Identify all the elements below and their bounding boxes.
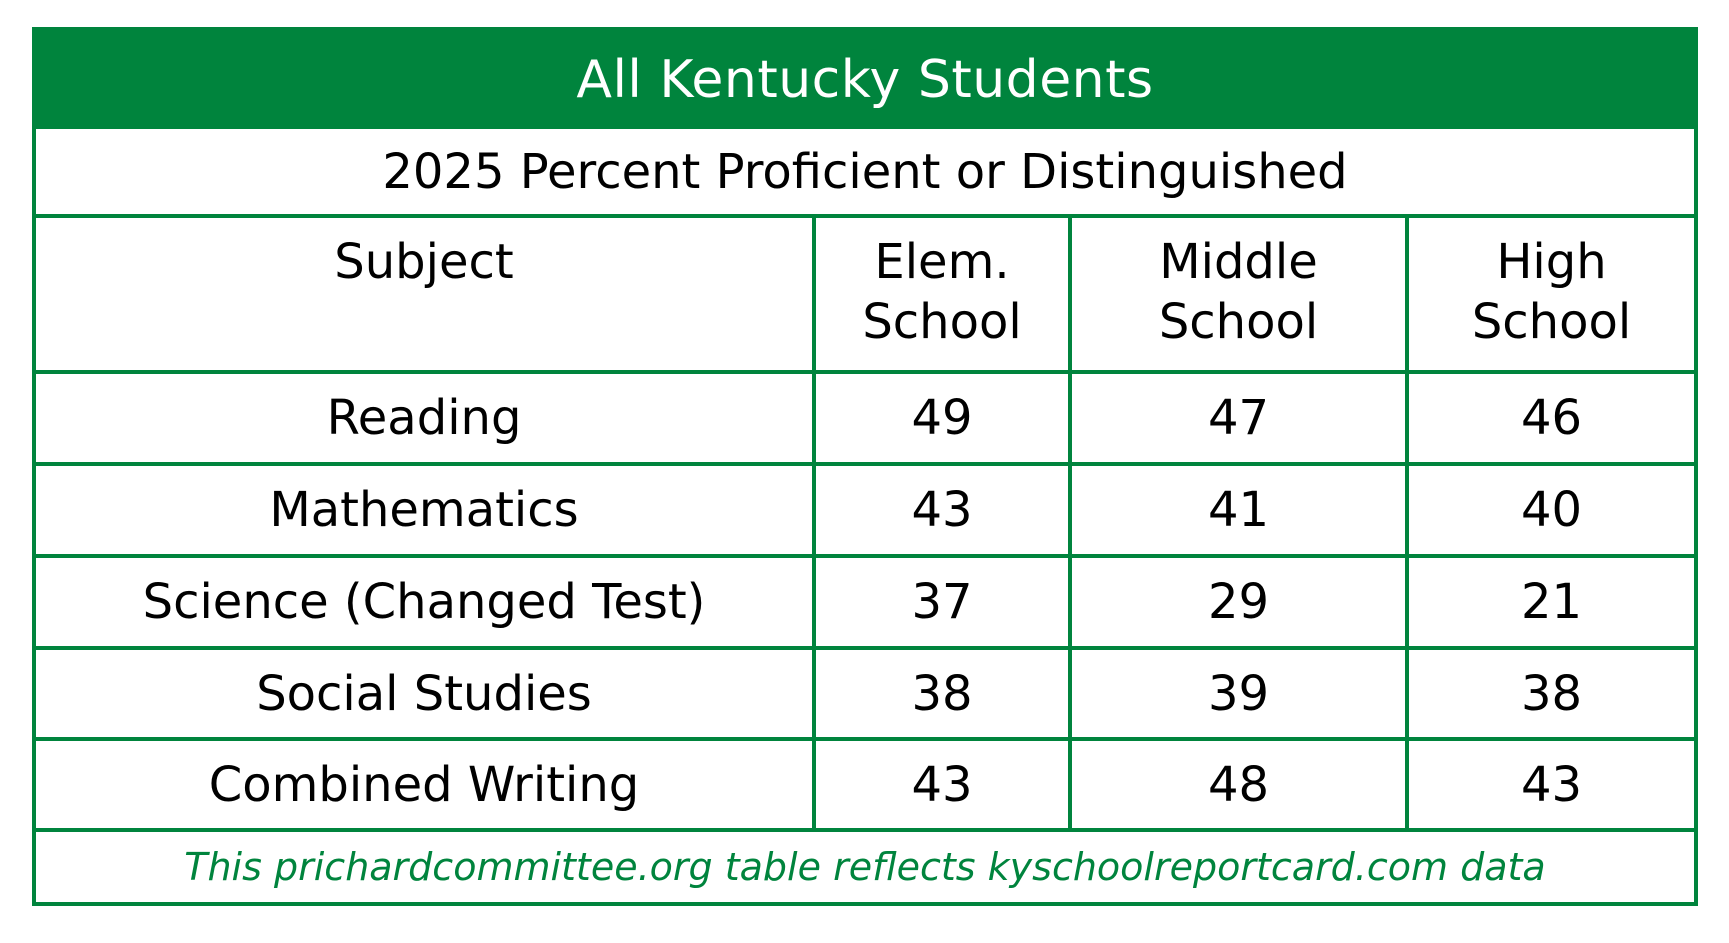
table-row-mathematics: Mathematics 43 41 40 (36, 466, 1694, 558)
header-middle-school: Middle School (1072, 218, 1409, 370)
table-row-social-studies: Social Studies 38 39 38 (36, 650, 1694, 741)
table-title: All Kentucky Students (36, 31, 1694, 129)
high-value: 38 (1520, 665, 1583, 722)
high-value: 43 (1520, 756, 1583, 813)
elem-value: 43 (816, 741, 1072, 828)
elem-value: 49 (816, 374, 1072, 462)
middle-value: 39 (1072, 650, 1409, 737)
proficiency-table: All Kentucky Students 2025 Percent Profi… (32, 27, 1698, 906)
table-row-combined-writing: Combined Writing 43 48 43 (36, 741, 1694, 832)
table-row-reading: Reading 49 47 46 (36, 374, 1694, 466)
header-middle-label: Middle School (1158, 234, 1319, 350)
middle-value: 29 (1072, 558, 1409, 646)
elem-value: 38 (816, 650, 1072, 737)
source-footnote: This prichardcommittee.org table reflect… (184, 845, 1546, 889)
table-row-science: Science (Changed Test) 37 29 21 (36, 558, 1694, 650)
header-row: Subject Elem. School Middle School High Sch… (36, 218, 1694, 374)
subject-cell: Combined Writing (36, 741, 816, 828)
header-subject-label: Subject (334, 234, 514, 290)
header-high-label: High School (1471, 234, 1632, 350)
high-value: 21 (1520, 574, 1583, 630)
header-high-school: High School (1409, 218, 1694, 370)
high-value: 40 (1520, 482, 1583, 538)
subject-cell: Science (Changed Test) (36, 558, 816, 646)
elem-value: 37 (816, 558, 1072, 646)
subject-cell: Mathematics (36, 466, 816, 554)
elem-value: 43 (816, 466, 1072, 554)
table-subtitle: 2025 Percent Proficient or Distinguished (36, 129, 1694, 218)
header-subject: Subject (36, 218, 816, 370)
high-value: 46 (1520, 390, 1583, 446)
subject-cell: Social Studies (36, 650, 816, 737)
middle-value: 41 (1072, 466, 1409, 554)
middle-value: 47 (1072, 374, 1409, 462)
header-elem-school: Elem. School (816, 218, 1072, 370)
middle-value: 48 (1072, 741, 1409, 828)
header-elem-label: Elem. School (862, 234, 1022, 350)
table-grid: Subject Elem. School Middle School High Sch… (36, 218, 1694, 832)
subject-cell: Reading (36, 374, 816, 462)
